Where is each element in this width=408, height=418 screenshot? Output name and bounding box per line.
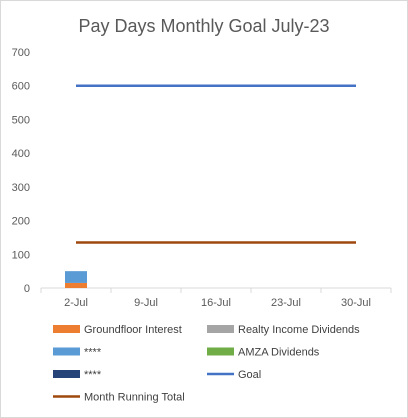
x-axis: 2-Jul 9-Jul 16-Jul 23-Jul 30-Jul: [40, 287, 392, 309]
x-tick-label: 23-Jul: [271, 297, 301, 309]
legend-swatch: [53, 325, 80, 333]
legend-swatch: [53, 347, 80, 356]
legend-label: Groundfloor Interest: [84, 324, 182, 336]
y-tick-label: 600: [12, 81, 30, 93]
y-tick-label: 300: [12, 182, 30, 194]
y-tick-label: 500: [12, 114, 30, 126]
y-tick-label: 200: [12, 216, 30, 228]
legend-label: ****: [84, 369, 102, 381]
legend-label: Goal: [238, 369, 261, 381]
bar-segment: [65, 271, 87, 283]
x-tick-label: 9-Jul: [134, 297, 158, 309]
legend-swatch: [207, 325, 234, 333]
bar-layer: [65, 271, 87, 288]
y-tick-label: 0: [24, 283, 30, 295]
legend-label: Realty Income Dividends: [238, 324, 360, 336]
bar-segment: [65, 282, 87, 288]
y-tick-label: 100: [12, 249, 30, 261]
legend-swatch: [207, 347, 234, 356]
y-axis: 0 100 200 300 400 500 600 700: [12, 47, 30, 295]
legend: Groundfloor Interest Realty Income Divide…: [53, 324, 360, 404]
legend-label: ****: [84, 347, 102, 359]
x-tick-label: 16-Jul: [201, 297, 231, 309]
x-tick-label: 2-Jul: [64, 297, 88, 309]
y-tick-label: 700: [12, 47, 30, 59]
legend-label: AMZA Dividends: [238, 347, 320, 359]
legend-label: Month Running Total: [84, 392, 185, 404]
legend-swatch: [53, 370, 80, 378]
y-tick-label: 400: [12, 148, 30, 160]
line-layer: [76, 84, 356, 244]
x-tick-label: 30-Jul: [341, 297, 371, 309]
chart-title: Pay Days Monthly Goal July-23: [78, 16, 329, 36]
